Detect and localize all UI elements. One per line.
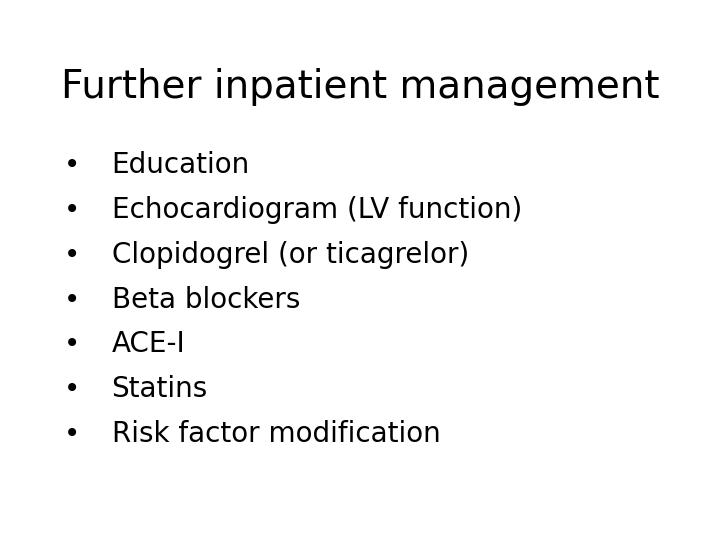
Text: Echocardiogram (LV function): Echocardiogram (LV function) xyxy=(112,196,522,224)
Text: Statins: Statins xyxy=(112,375,208,403)
Text: •: • xyxy=(64,196,80,224)
Text: Education: Education xyxy=(112,151,250,179)
Text: Clopidogrel (or ticagrelor): Clopidogrel (or ticagrelor) xyxy=(112,241,469,269)
Text: •: • xyxy=(64,420,80,448)
Text: •: • xyxy=(64,375,80,403)
Text: •: • xyxy=(64,286,80,314)
Text: •: • xyxy=(64,330,80,359)
Text: •: • xyxy=(64,241,80,269)
Text: Further inpatient management: Further inpatient management xyxy=(61,68,660,105)
Text: ACE-I: ACE-I xyxy=(112,330,185,359)
Text: •: • xyxy=(64,151,80,179)
Text: Risk factor modification: Risk factor modification xyxy=(112,420,441,448)
Text: Beta blockers: Beta blockers xyxy=(112,286,300,314)
